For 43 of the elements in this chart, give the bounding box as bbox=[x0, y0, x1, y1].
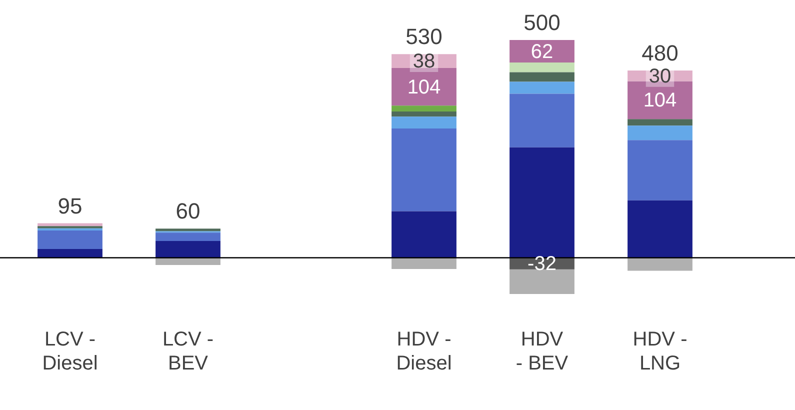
total-label: 480 bbox=[642, 40, 678, 66]
bar bbox=[510, 82, 574, 94]
bar bbox=[628, 140, 692, 200]
bar bbox=[38, 230, 102, 250]
bar bbox=[392, 111, 456, 117]
bar bbox=[628, 119, 692, 126]
total-label: 500 bbox=[524, 10, 560, 36]
x-tick-label: HDV - BEV bbox=[516, 328, 569, 375]
bar bbox=[510, 72, 574, 82]
bar bbox=[628, 258, 692, 271]
bar bbox=[156, 228, 220, 232]
total-label: 95 bbox=[58, 193, 82, 218]
data-label: 104 bbox=[643, 90, 677, 112]
x-tick-label: LCV - Diesel bbox=[42, 328, 98, 375]
bar bbox=[392, 116, 456, 129]
bar bbox=[392, 68, 456, 106]
data-label: 38 bbox=[412, 50, 436, 73]
bar bbox=[510, 147, 574, 258]
total-label: 530 bbox=[406, 24, 442, 50]
bar bbox=[38, 223, 102, 226]
bar bbox=[156, 232, 220, 242]
bar bbox=[392, 128, 456, 212]
x-tick-label: LCV - BEV bbox=[162, 328, 214, 375]
bar bbox=[628, 200, 692, 258]
data-label: -32 bbox=[528, 253, 556, 276]
data-label: 30 bbox=[648, 65, 672, 88]
data-label: 62 bbox=[530, 40, 554, 63]
bar bbox=[156, 258, 220, 265]
bar bbox=[628, 126, 692, 140]
bar bbox=[156, 241, 220, 258]
bar bbox=[392, 258, 456, 269]
bar bbox=[510, 40, 574, 62]
bar bbox=[392, 211, 456, 258]
bar bbox=[510, 62, 574, 72]
bar bbox=[38, 249, 102, 258]
bar bbox=[392, 106, 456, 112]
data-label: 104 bbox=[407, 76, 441, 98]
bar bbox=[510, 269, 574, 294]
bar bbox=[628, 81, 692, 120]
x-tick-label: HDV - Diesel bbox=[396, 328, 452, 375]
bar bbox=[510, 94, 574, 148]
x-tick-label: HDV - LNG bbox=[632, 328, 688, 375]
total-label: 60 bbox=[176, 198, 200, 224]
